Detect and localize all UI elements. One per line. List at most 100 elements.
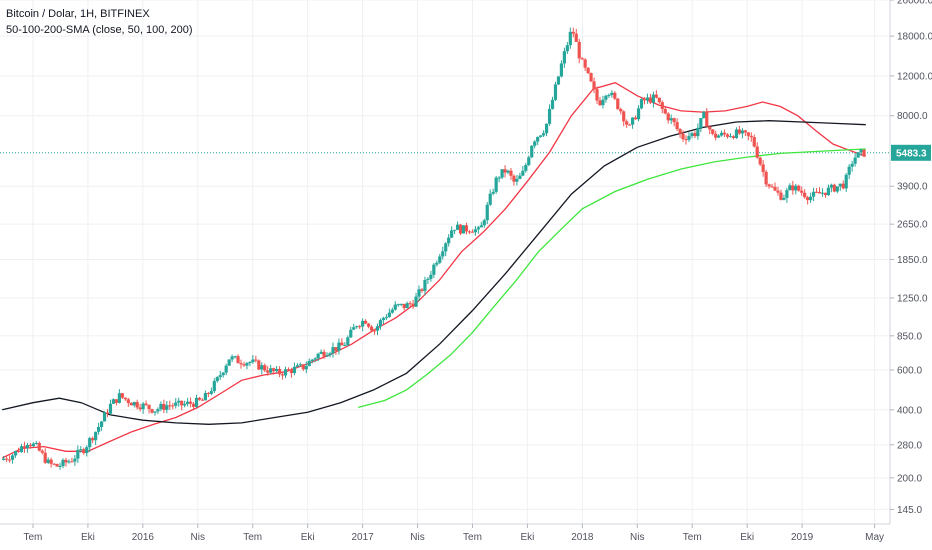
candle-up [553,84,558,100]
candle-down [654,94,658,98]
candle-up [283,369,288,376]
candle-up [67,461,71,463]
candle-down [334,347,338,351]
candle-up [186,401,190,404]
price-tick-label: 26000.0 [897,0,932,7]
candle-up [859,149,863,153]
symbol-title[interactable]: Bitcoin / Dolar, 1H, BITFINEX [6,8,150,20]
candle-down [737,129,742,134]
price-axis-bg [890,0,932,550]
indicator-title[interactable]: 50-100-200-SMA (close, 50, 100, 200) [6,24,193,36]
candle-up [221,372,225,376]
last-price-badge-bg [891,144,931,161]
candle-down [464,225,469,232]
chart-grid [0,0,890,524]
price-tick-label: 12000.0 [897,71,932,82]
candle-down [188,401,193,404]
candle-down [684,139,688,141]
candle-up [455,224,460,230]
candle-up [734,129,739,139]
candle-down [761,164,765,172]
candle-up [108,403,113,414]
candle-up [601,99,605,106]
candle-down [263,365,267,371]
candle-up [645,97,650,101]
candle-up [384,317,388,319]
candle-down [49,459,53,464]
time-tick-label: 2016 [132,532,155,543]
candle-up [97,426,101,432]
candle-down [633,117,638,120]
candle-down [301,364,305,370]
candle-up [856,152,860,158]
candle-up [352,327,356,330]
candle-down [289,369,294,374]
candle-up [260,365,264,370]
candle-down [52,463,56,465]
candle-up [58,466,62,468]
candle-down [678,129,682,134]
candle-up [811,191,816,197]
candle-down [242,364,246,366]
price-tick-label: 280.0 [897,440,922,451]
candle-up [387,312,391,318]
candle-up [209,391,213,394]
candle-down [420,289,424,291]
candle-up [141,403,145,410]
candle-down [628,124,632,126]
candle-down [657,97,661,103]
candle-down [800,190,804,193]
candle-up [245,363,249,366]
candle-down [254,359,258,361]
candle-down [272,368,276,372]
candle-up [316,353,320,359]
candle-up [310,359,314,362]
candle-down [144,403,148,405]
candle-up [165,405,169,410]
candle-down [120,393,124,398]
candle-up [227,359,231,366]
chart-legend: Bitcoin / Dolar, 1H, BITFINEX 50-100-200… [6,6,193,38]
candle-down [168,405,172,407]
candle-up [2,458,6,460]
candle-up [794,185,798,191]
candle-down [470,231,475,233]
candle-up [562,51,566,64]
candle-up [610,92,614,96]
candle-down [823,192,828,196]
candle-up [506,170,510,173]
candle-down [595,89,599,101]
candle-down [147,404,151,410]
candle-down [586,67,590,74]
time-axis[interactable]: Tem Eki 2016 Nis Tem Eki 2017 Nis Tem Eki 2018 Nis T… [0,523,932,550]
candle-down [642,99,647,101]
candle-down [681,133,685,140]
candle-up [844,174,848,189]
candle-up [117,393,121,403]
candle-up [355,326,359,328]
candle-up [331,347,335,354]
candle-down [625,121,629,125]
candle-down [862,149,866,157]
candle-down [340,342,344,346]
candle-up [212,381,216,392]
candle-up [728,136,733,138]
price-axis[interactable]: 26000.0 18000.0 12000.0 8000.0 3900.0 2650.0 1… [889,0,932,550]
candle-up [295,365,299,367]
candle-down [743,130,747,133]
candle-down [663,108,667,114]
candle-up [850,163,854,167]
candle-up [829,184,833,188]
candle-up [441,251,445,257]
price-tick-label: 600.0 [897,366,922,377]
time-tick-label: May [865,532,884,543]
candle-down [28,444,32,447]
candle-down [705,111,709,127]
price-tick-label: 1850.0 [897,255,928,266]
candle-up [215,377,219,382]
candle-down [200,399,205,401]
sma-100-line [2,120,866,425]
candle-down [592,81,596,90]
candle-up [568,31,572,46]
